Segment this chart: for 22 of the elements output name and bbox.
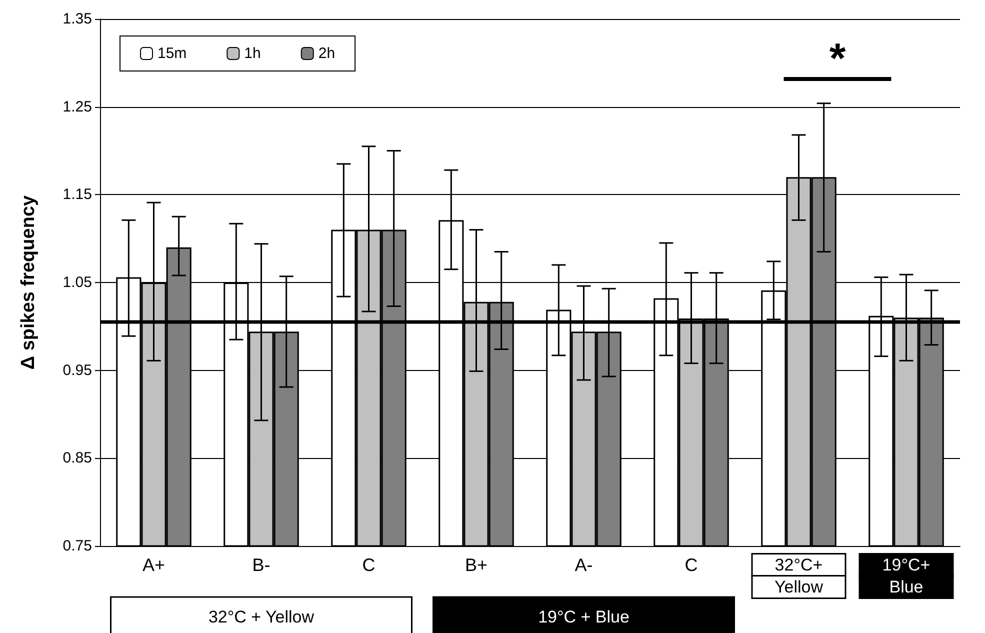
x-tick-label: C	[684, 555, 698, 575]
y-tick-label: 0.95	[62, 362, 92, 379]
x-tick-label: B+	[464, 555, 488, 575]
legend-label: 15m	[158, 45, 187, 62]
x-tick-label: A-	[574, 555, 593, 575]
x-tick-label: C	[362, 555, 376, 575]
legend-label: 1h	[244, 45, 261, 62]
y-tick-label: 0.75	[62, 538, 92, 554]
legend-label: 2h	[318, 45, 336, 62]
text: 32°C + Yellow	[208, 608, 315, 626]
y-tick-label: 1.25	[62, 98, 92, 116]
x-tick-label: B-	[252, 555, 270, 575]
y-axis-title: Δ spikes frequency	[18, 194, 39, 370]
text: 19°C + Blue	[538, 608, 630, 626]
x-tick-label: 19°C+ Blue	[882, 556, 930, 596]
y-tick-label: 0.85	[62, 450, 92, 467]
x-tick-label: A+	[142, 555, 166, 575]
y-tick-label: 1.05	[62, 274, 92, 291]
y-tick-label: 1.15	[62, 186, 92, 204]
annotation: *	[829, 34, 846, 82]
y-tick-label: 1.35	[62, 10, 92, 28]
x-tick-label: 32°C+ Yellow	[774, 556, 824, 596]
